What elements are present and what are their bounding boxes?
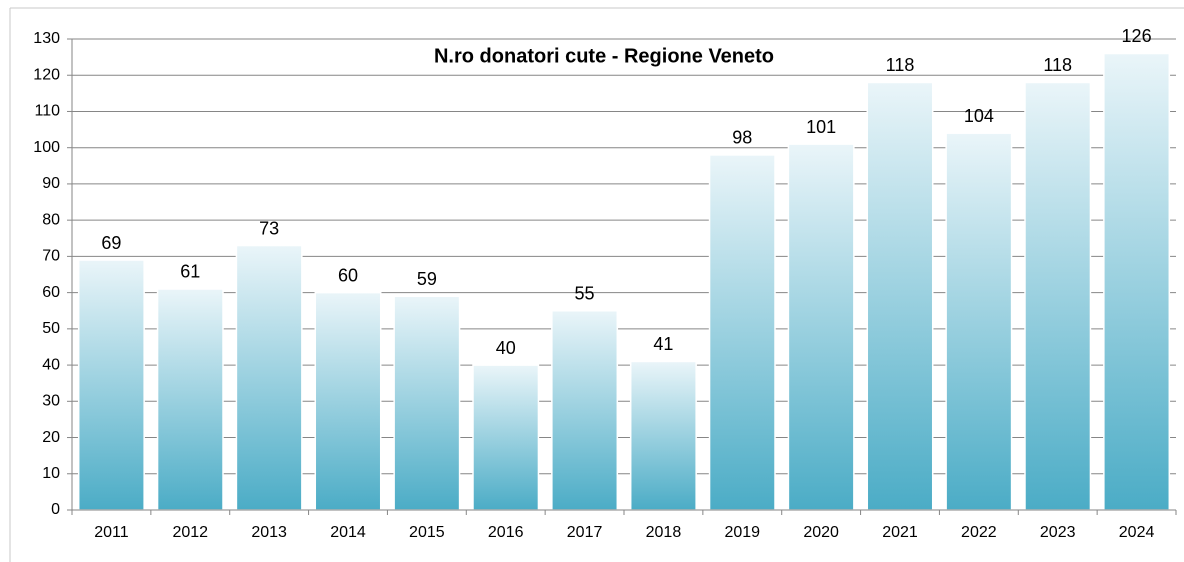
x-tick-label: 2019 xyxy=(724,524,760,541)
y-tick-label: 40 xyxy=(42,356,60,373)
bar xyxy=(77,259,145,511)
x-tick-label: 2023 xyxy=(1040,524,1076,541)
bar xyxy=(1024,81,1092,511)
data-label: 60 xyxy=(338,265,358,285)
y-tick-label: 100 xyxy=(33,139,60,156)
bar xyxy=(156,288,224,511)
y-tick-label: 0 xyxy=(51,501,60,518)
bar xyxy=(393,295,461,511)
bar xyxy=(787,143,855,511)
bar xyxy=(314,291,382,511)
x-tick-label: 2014 xyxy=(330,524,366,541)
chart-title: N.ro donatori cute - Regione Veneto xyxy=(434,45,774,67)
data-label: 118 xyxy=(886,55,915,75)
data-label: 40 xyxy=(496,338,516,358)
data-label: 73 xyxy=(259,218,279,238)
y-tick-label: 70 xyxy=(42,248,60,265)
x-tick-label: 2016 xyxy=(488,524,524,541)
bar xyxy=(945,132,1013,511)
y-tick-label: 90 xyxy=(42,175,60,192)
x-tick-label: 2024 xyxy=(1119,524,1155,541)
bar xyxy=(472,364,540,511)
y-tick-label: 30 xyxy=(42,393,60,410)
x-tick-label: 2017 xyxy=(567,524,603,541)
data-label: 118 xyxy=(1043,55,1072,75)
data-label: 55 xyxy=(575,283,595,303)
data-label: 61 xyxy=(180,262,200,282)
bar xyxy=(235,244,303,511)
bar xyxy=(1103,52,1171,511)
data-label: 126 xyxy=(1122,26,1152,46)
data-label: 104 xyxy=(964,106,994,126)
bar xyxy=(866,81,934,511)
y-tick-label: 130 xyxy=(33,30,60,47)
x-tick-label: 2021 xyxy=(882,524,918,541)
data-label: 98 xyxy=(732,128,752,148)
x-tick-label: 2020 xyxy=(803,524,839,541)
y-tick-label: 80 xyxy=(42,211,60,228)
y-tick-label: 10 xyxy=(42,465,60,482)
bar xyxy=(708,154,776,511)
data-label: 59 xyxy=(417,269,437,289)
y-tick-label: 120 xyxy=(33,66,60,83)
y-tick-label: 20 xyxy=(42,429,60,446)
y-tick-label: 60 xyxy=(42,284,60,301)
x-tick-label: 2018 xyxy=(646,524,682,541)
data-label: 69 xyxy=(101,233,121,253)
x-tick-label: 2011 xyxy=(94,524,129,541)
y-tick-label: 110 xyxy=(34,103,60,120)
bar xyxy=(551,309,619,511)
data-label: 41 xyxy=(653,334,673,354)
x-tick-label: 2012 xyxy=(172,524,208,541)
x-tick-label: 2015 xyxy=(409,524,445,541)
bar xyxy=(629,360,697,511)
data-label: 101 xyxy=(806,117,836,137)
x-tick-label: 2013 xyxy=(251,524,287,541)
x-tick-label: 2022 xyxy=(961,524,997,541)
y-tick-label: 50 xyxy=(42,320,60,337)
